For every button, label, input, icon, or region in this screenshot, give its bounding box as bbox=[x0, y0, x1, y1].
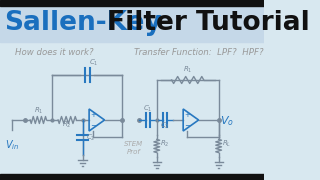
Text: STEM
Prof: STEM Prof bbox=[124, 141, 143, 155]
Text: $R_L$: $R_L$ bbox=[222, 139, 231, 149]
Text: Sallen-Key: Sallen-Key bbox=[4, 10, 162, 36]
Text: How does it work?: How does it work? bbox=[15, 48, 93, 57]
Text: Filter Tutorial: Filter Tutorial bbox=[98, 10, 310, 36]
Text: $V_o$: $V_o$ bbox=[220, 114, 234, 128]
Text: $R_1$: $R_1$ bbox=[34, 106, 43, 116]
Text: $C_1$: $C_1$ bbox=[143, 104, 152, 114]
Bar bbox=[0, 0, 264, 6]
Text: $C_2$: $C_2$ bbox=[86, 132, 95, 143]
Text: −: − bbox=[90, 121, 97, 130]
Text: $R_2$: $R_2$ bbox=[160, 139, 170, 149]
Text: $R_1$: $R_1$ bbox=[183, 65, 192, 75]
Text: −: − bbox=[184, 121, 191, 130]
Text: $C_2$: $C_2$ bbox=[160, 121, 170, 131]
Text: Transfer Function:  LPF?  HPF?: Transfer Function: LPF? HPF? bbox=[134, 48, 264, 57]
Text: $V_{in}$: $V_{in}$ bbox=[5, 138, 19, 152]
Text: +: + bbox=[90, 112, 96, 118]
Bar bbox=[0, 174, 264, 180]
Text: $C_1$: $C_1$ bbox=[89, 58, 98, 68]
Text: +: + bbox=[184, 112, 190, 118]
Bar bbox=[0, 6, 264, 42]
Text: $R_2$: $R_2$ bbox=[62, 120, 72, 130]
